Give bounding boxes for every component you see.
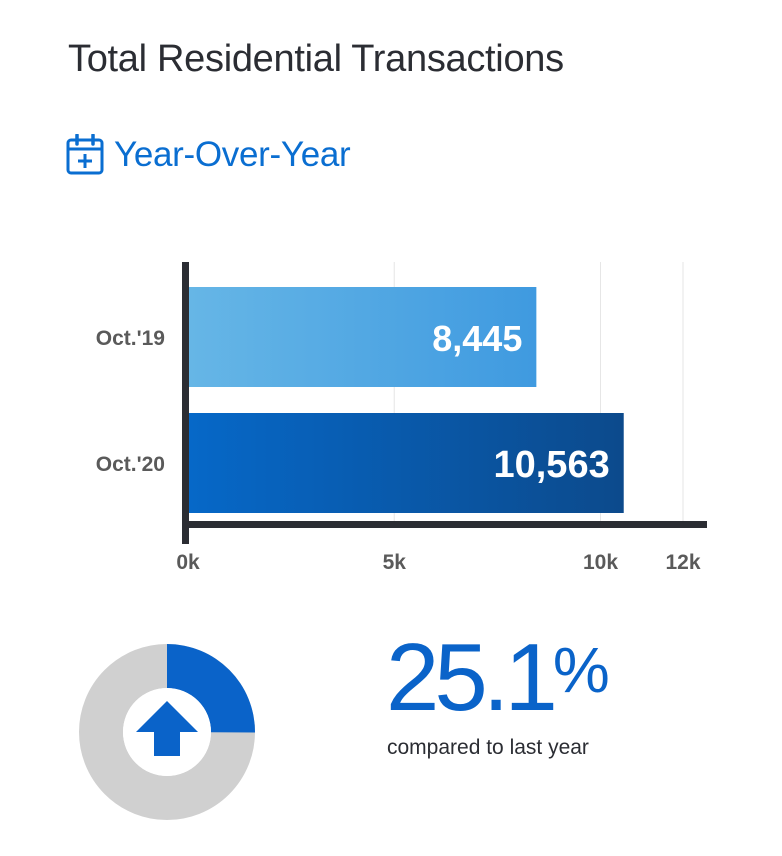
donut-progress xyxy=(167,644,255,733)
category-label: Oct.'20 xyxy=(96,453,165,476)
percent-number: 25.1 xyxy=(386,624,558,731)
subtitle-row: Year-Over-Year xyxy=(66,134,351,176)
category-label: Oct.'19 xyxy=(96,327,165,350)
percent-change: 25.1% xyxy=(386,630,610,726)
bar-oct-20 xyxy=(188,413,624,513)
x-tick-label: 0k xyxy=(176,551,200,574)
bar-chart: 8,445 Oct.'19 10,563 Oct.'20 0k 5k 10k 12k xyxy=(96,262,707,574)
bar-oct-19 xyxy=(188,287,537,387)
bar-value-label: 10,563 xyxy=(493,444,609,486)
percent-sign: % xyxy=(552,634,610,706)
x-axis-line xyxy=(182,521,707,528)
change-donut xyxy=(79,644,255,820)
x-tick-label: 12k xyxy=(665,551,700,574)
x-tick-label: 5k xyxy=(383,551,407,574)
arrow-up-icon xyxy=(136,701,198,756)
comparison-caption: compared to last year xyxy=(387,736,589,759)
y-axis-line xyxy=(182,262,189,544)
calendar-plus-icon xyxy=(66,134,104,175)
page-title: Total Residential Transactions xyxy=(68,38,564,80)
x-tick-label: 10k xyxy=(583,551,618,574)
subtitle: Year-Over-Year xyxy=(114,135,351,174)
bar-value-label: 8,445 xyxy=(432,318,522,359)
